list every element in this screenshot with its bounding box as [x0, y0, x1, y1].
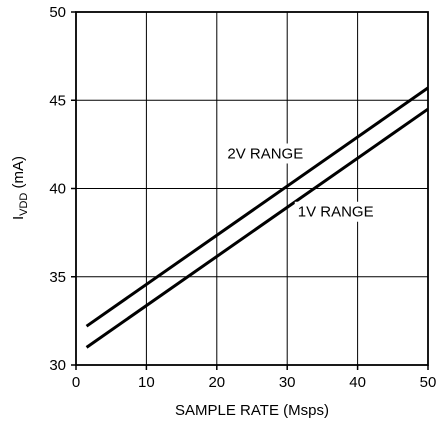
x-tick-label: 20	[208, 374, 225, 391]
x-tick-label: 0	[72, 374, 80, 391]
series-lines	[85, 86, 429, 349]
plot-border	[75, 11, 429, 366]
annotation-bg	[294, 201, 373, 222]
y-tick-label: 40	[49, 181, 66, 198]
series-annotation-label: 2V RANGE	[227, 145, 303, 162]
x-tick-label: 30	[279, 374, 296, 391]
x-axis-label: SAMPLE RATE (Msps)	[175, 402, 329, 419]
y-tick-label: 45	[49, 92, 66, 109]
x-tick-label: 40	[349, 374, 366, 391]
x-tick-label: 10	[138, 374, 155, 391]
y-tick-label: 50	[49, 4, 66, 21]
y-axis-label-unit: (mA)	[10, 156, 27, 193]
y-tick-label: 30	[49, 357, 66, 374]
plot-frame	[75, 11, 429, 366]
x-tick-labels: 0 10 20 30 40 50	[72, 374, 436, 391]
y-axis-label: IVDD (mA)	[10, 156, 30, 220]
grid	[71, 11, 429, 370]
y-axis-label-subscript: VDD	[18, 193, 30, 216]
annotations: 2V RANGE 1V RANGE	[224, 143, 374, 222]
y-axis-label-main: I	[10, 216, 27, 220]
annotation-bg	[224, 143, 303, 164]
series-line	[85, 107, 429, 349]
series-line	[85, 86, 429, 328]
y-tick-label: 35	[49, 269, 66, 286]
y-tick-labels: 30 35 40 45 50	[49, 4, 66, 374]
series-annotation-label: 1V RANGE	[298, 204, 374, 221]
x-tick-label: 50	[420, 374, 436, 391]
